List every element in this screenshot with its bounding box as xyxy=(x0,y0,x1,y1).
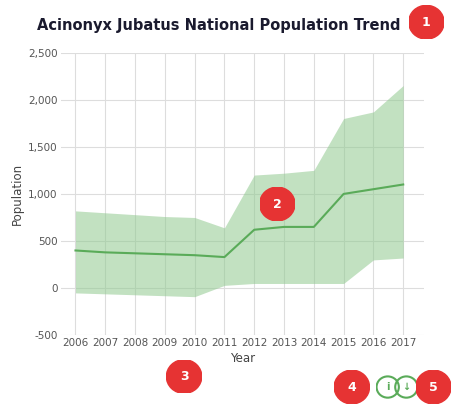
Circle shape xyxy=(166,360,202,393)
X-axis label: Year: Year xyxy=(230,352,255,365)
Circle shape xyxy=(416,370,451,404)
Circle shape xyxy=(334,370,370,404)
Text: i: i xyxy=(386,382,390,392)
Text: 2: 2 xyxy=(273,198,281,210)
Text: ↓: ↓ xyxy=(402,382,411,392)
Text: 3: 3 xyxy=(180,370,188,383)
Text: Acinonyx Jubatus National Population Trend: Acinonyx Jubatus National Population Tre… xyxy=(37,18,401,33)
Circle shape xyxy=(260,187,295,221)
Text: 1: 1 xyxy=(422,16,431,29)
Circle shape xyxy=(409,5,444,39)
Y-axis label: Population: Population xyxy=(11,163,24,225)
Text: 5: 5 xyxy=(429,381,438,393)
Text: 4: 4 xyxy=(348,381,356,393)
